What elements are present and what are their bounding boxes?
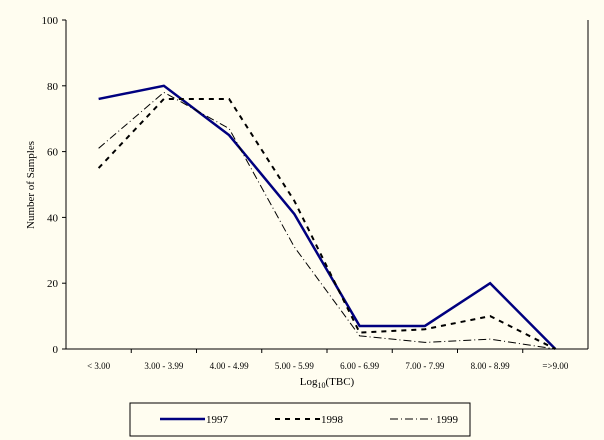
x-tick-label: =>9.00 (542, 361, 568, 371)
series-1997 (98, 84, 557, 350)
y-tick-label: 80 (47, 81, 59, 93)
series-1999 (98, 91, 556, 350)
x-axis-label: Log10(TBC) (300, 376, 355, 390)
x-tick-label: 6.00 - 6.99 (340, 361, 379, 371)
axes (62, 19, 589, 353)
x-tick-label: 8.00 - 8.99 (471, 361, 510, 371)
y-axis-label: Number of Samples (25, 141, 37, 229)
series-1998 (97, 97, 556, 350)
x-tick-label: 7.00 - 7.99 (405, 361, 444, 371)
legend-box (129, 402, 471, 437)
x-tick-label: 4.00 - 4.99 (210, 361, 249, 371)
x-tick-label: 5.00 - 5.99 (275, 361, 314, 371)
y-tick-label: 40 (47, 212, 59, 224)
legend-label-1997: 1997 (206, 414, 229, 426)
x-tick-label: < 3.00 (87, 361, 111, 371)
legend-label-1999: 1999 (436, 414, 459, 426)
y-tick-label: 20 (47, 278, 59, 290)
y-tick-label: 0 (53, 344, 59, 356)
y-tick-label: 100 (42, 15, 59, 27)
series-lines (97, 84, 557, 350)
legend-label-1998: 1998 (321, 414, 344, 426)
x-tick-label: 3.00 - 3.99 (144, 361, 183, 371)
tick-labels: 0 20 40 60 80 100 < 3.00 3.00 - 3.99 4.00 - 4.99… (42, 15, 569, 371)
y-tick-label: 60 (47, 147, 59, 159)
legend: 1997 1998 1999 (160, 414, 459, 426)
